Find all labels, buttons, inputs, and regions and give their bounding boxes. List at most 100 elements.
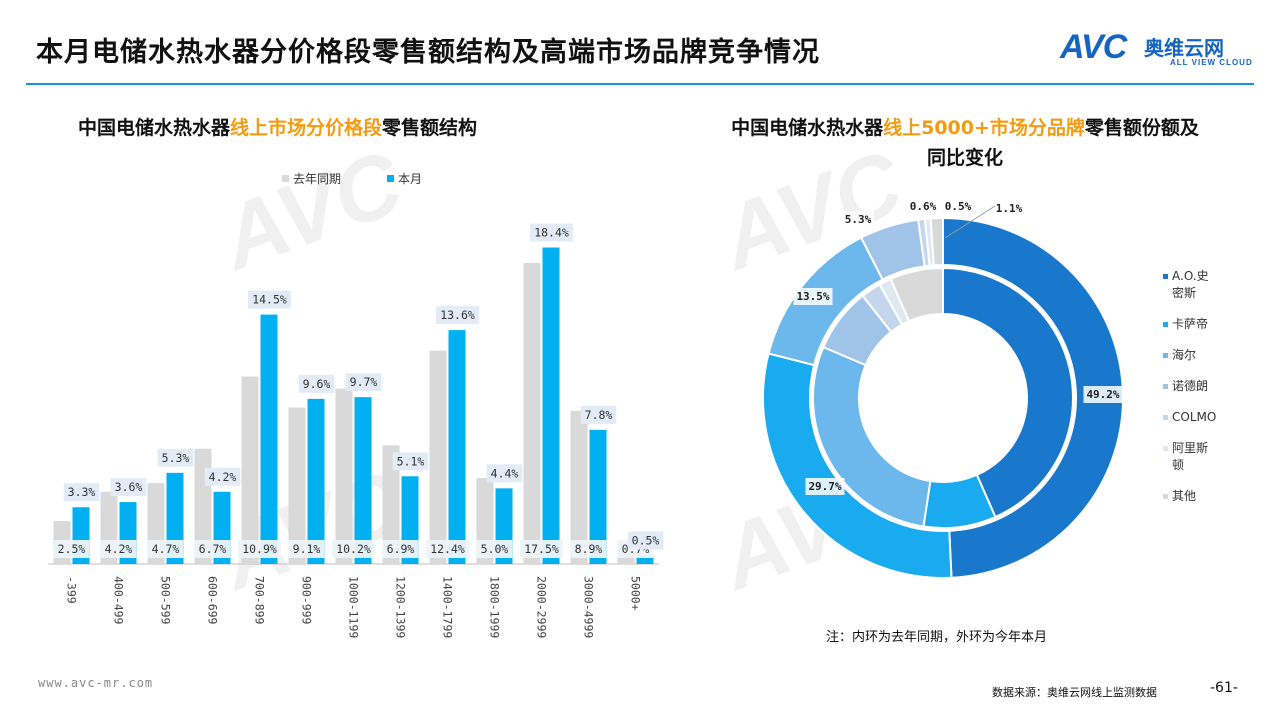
bar-prev bbox=[288, 407, 306, 564]
prev-value-label: 9.1% bbox=[293, 542, 321, 556]
donut-legend-item: COLMO bbox=[1163, 409, 1223, 426]
prev-label-bg bbox=[520, 540, 563, 558]
logo-cn: 奥维云网 bbox=[1144, 36, 1224, 60]
legend-label: 其他 bbox=[1172, 489, 1197, 503]
right-chart-title: 中国电储水热水器线上5000+市场分品牌零售额份额及同比变化 bbox=[731, 117, 1199, 169]
category-label: 1200-1399 bbox=[394, 576, 408, 638]
curr-label-bg bbox=[627, 531, 664, 550]
legend-label: A.O.史 密斯 bbox=[1172, 269, 1209, 300]
curr-value-label: 18.4% bbox=[534, 226, 569, 240]
donut-label-bg bbox=[993, 200, 1025, 217]
bar-prev bbox=[523, 263, 541, 564]
bar-curr bbox=[448, 330, 466, 564]
chart-note: 注：内环为去年同期，外环为今年本月 bbox=[826, 630, 1048, 645]
curr-value-label: 9.6% bbox=[303, 377, 331, 391]
bar-prev bbox=[429, 350, 447, 564]
curr-label-bg bbox=[486, 464, 523, 483]
left-chart-title: 中国电储水热水器线上市场分价格段零售额结构 bbox=[78, 117, 478, 139]
bar-curr bbox=[307, 398, 325, 564]
prev-label-bg bbox=[100, 540, 137, 558]
curr-label-bg bbox=[204, 467, 241, 486]
prev-value-label: 6.7% bbox=[199, 542, 227, 556]
prev-value-label: 6.9% bbox=[387, 542, 415, 556]
prev-value-label: 8.9% bbox=[575, 542, 603, 556]
category-label: 900-999 bbox=[300, 576, 314, 625]
legend-swatch bbox=[1163, 494, 1168, 499]
curr-value-label: 9.7% bbox=[350, 375, 378, 389]
bar-curr bbox=[260, 314, 278, 564]
prev-value-label: 5.0% bbox=[481, 542, 509, 556]
legend-label: 海尔 bbox=[1172, 348, 1197, 362]
footer-url[interactable]: www.avc-mr.com bbox=[38, 676, 154, 690]
leader-line bbox=[944, 205, 996, 239]
category-label: 5000+ bbox=[629, 576, 643, 611]
outer-ring-slice bbox=[929, 216, 944, 267]
prev-value-label: 2.5% bbox=[58, 542, 86, 556]
legend-label: 阿里斯 顿 bbox=[1172, 441, 1209, 472]
donut-label-bg bbox=[907, 198, 939, 215]
legend-item-curr: 本月 bbox=[387, 170, 422, 187]
category-label: 700-899 bbox=[253, 576, 267, 625]
category-label: -399 bbox=[65, 576, 79, 604]
bar-prev bbox=[335, 388, 353, 564]
prev-value-label: 4.7% bbox=[152, 542, 180, 556]
prev-label-bg bbox=[476, 540, 513, 558]
outer-ring-slice bbox=[762, 352, 953, 579]
prev-value-label: 12.4% bbox=[430, 542, 465, 556]
donut-label-bg bbox=[805, 478, 845, 495]
donut-value-label: 0.6% bbox=[910, 200, 937, 213]
curr-label-bg bbox=[436, 306, 479, 325]
donut-legend: A.O.史 密斯卡萨帝海尔诺德朗 COLMO 阿里斯 顿其他 bbox=[1163, 268, 1223, 519]
prev-label-bg bbox=[332, 540, 375, 558]
curr-label-bg bbox=[110, 478, 147, 497]
inner-ring-slice bbox=[889, 266, 944, 323]
curr-value-label: 4.2% bbox=[209, 470, 237, 484]
legend-swatch bbox=[1163, 384, 1168, 389]
bar-curr bbox=[589, 429, 607, 564]
curr-value-label: 5.3% bbox=[162, 451, 190, 465]
bar-prev bbox=[570, 410, 588, 564]
legend-swatch bbox=[1163, 322, 1168, 327]
bar-curr bbox=[636, 555, 654, 564]
legend-swatch bbox=[1163, 446, 1168, 451]
category-label: 1000-1199 bbox=[347, 576, 361, 638]
donut-legend-item: 阿里斯 顿 bbox=[1163, 440, 1223, 474]
category-label: 400-499 bbox=[112, 576, 126, 625]
curr-value-label: 13.6% bbox=[440, 308, 475, 322]
donut-value-label: 49.2% bbox=[1086, 388, 1119, 401]
legend-swatch bbox=[1163, 274, 1168, 279]
prev-value-label: 10.2% bbox=[336, 542, 371, 556]
bar-prev bbox=[382, 445, 400, 564]
legend-label: 诺德朗 bbox=[1172, 379, 1209, 393]
donut-legend-item: A.O.史 密斯 bbox=[1163, 268, 1223, 302]
curr-label-bg bbox=[392, 452, 429, 471]
donut-value-label: 5.3% bbox=[845, 213, 872, 226]
donut-legend-item: 海尔 bbox=[1163, 347, 1223, 364]
donut-value-label: 1.1% bbox=[996, 202, 1023, 215]
avc-logo: AVC 奥维云网 ALL VIEW CLOUD bbox=[1060, 24, 1260, 74]
category-label: 1800-1999 bbox=[488, 576, 502, 638]
donut-label-bg bbox=[842, 211, 874, 228]
donut-legend-item: 卡萨帝 bbox=[1163, 316, 1223, 333]
donut-value-label: 0.5% bbox=[945, 200, 972, 213]
donut-value-label: 13.5% bbox=[796, 290, 829, 303]
category-label: 500-599 bbox=[159, 576, 173, 625]
logo-mark: AVC bbox=[1060, 28, 1127, 66]
bar-curr bbox=[542, 247, 560, 564]
curr-value-label: 0.5% bbox=[632, 533, 660, 547]
curr-value-label: 3.3% bbox=[68, 485, 96, 499]
curr-value-label: 3.6% bbox=[115, 480, 143, 494]
curr-label-bg bbox=[157, 448, 194, 467]
donut-legend-item: 诺德朗 bbox=[1163, 378, 1223, 395]
bar-chart: 2.5% 3.3% -399 4.2% 3.6% 400-499 4.7% 5.3% 500-5… bbox=[48, 223, 664, 638]
outer-ring-slice bbox=[942, 216, 1124, 579]
curr-label-bg bbox=[63, 483, 100, 502]
category-label: 600-699 bbox=[206, 576, 220, 625]
category-label: 3000-4999 bbox=[582, 576, 596, 638]
curr-value-label: 14.5% bbox=[252, 293, 287, 307]
page-title: 本月电储水热水器分价格段零售额结构及高端市场品牌竞争情况 bbox=[36, 37, 820, 68]
legend-label: COLMO bbox=[1172, 410, 1217, 424]
donut-label-bg bbox=[1083, 386, 1123, 403]
bar-prev bbox=[241, 376, 259, 564]
legend-swatch bbox=[1163, 353, 1168, 358]
